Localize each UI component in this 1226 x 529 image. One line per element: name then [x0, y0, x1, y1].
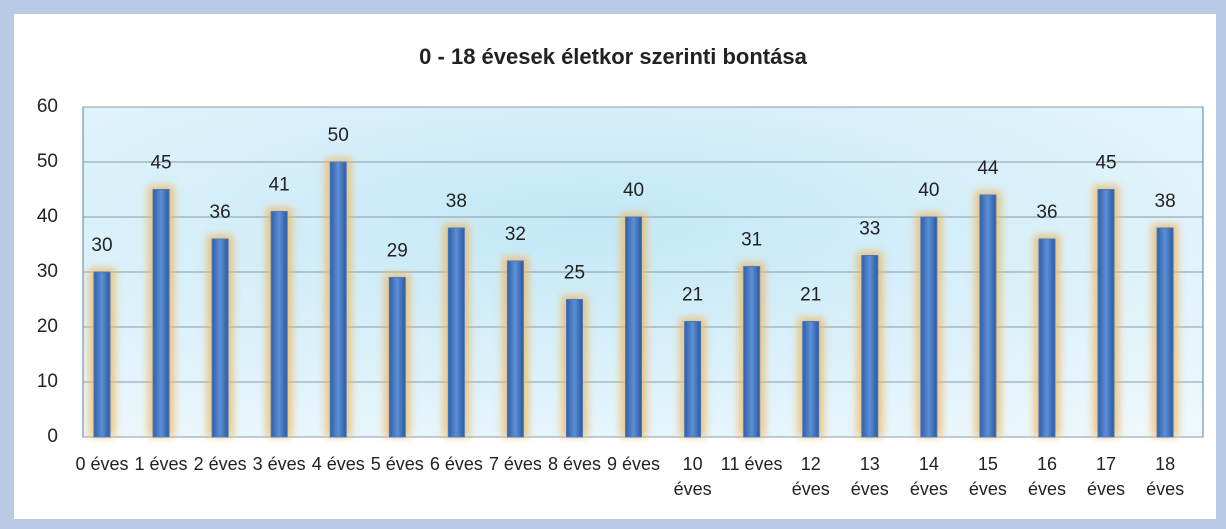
bar — [802, 321, 820, 438]
bar — [1097, 189, 1115, 438]
bar — [270, 211, 288, 438]
data-label: 36 — [210, 202, 231, 223]
data-label: 21 — [682, 285, 703, 306]
data-label: 29 — [387, 241, 408, 262]
x-tick-label: 6 éves — [429, 454, 483, 474]
bar — [861, 255, 879, 438]
x-tick-label: 2 éves — [193, 454, 247, 474]
x-tick-label: 17 éves — [1087, 454, 1126, 499]
x-tick-label: 7 éves — [488, 454, 542, 474]
x-tick-label: 9 éves — [607, 454, 661, 474]
x-tick-label: 3 éves — [252, 454, 306, 474]
bar — [447, 227, 465, 438]
data-label: 25 — [564, 263, 585, 284]
data-label: 45 — [1095, 153, 1116, 174]
x-tick-label: 4 éves — [311, 454, 365, 474]
data-label: 40 — [918, 180, 939, 201]
x-tick-label: 10 éves — [673, 454, 712, 499]
bar — [743, 266, 761, 438]
y-tick-label: 60 — [37, 96, 58, 117]
bar — [565, 299, 583, 438]
y-tick-label: 0 — [47, 426, 58, 447]
x-tick-label: 13 éves — [850, 454, 889, 499]
data-label: 32 — [505, 224, 526, 245]
data-label: 45 — [150, 153, 171, 174]
x-tick-label: 11 éves — [720, 454, 783, 474]
data-label: 36 — [1036, 202, 1057, 223]
data-label: 30 — [91, 235, 112, 256]
y-tick-label: 30 — [37, 261, 58, 282]
x-tick-label: 15 éves — [968, 454, 1007, 499]
x-tick-label: 1 éves — [134, 454, 188, 474]
bar — [684, 321, 702, 438]
data-label: 44 — [977, 158, 999, 179]
x-tick-label: 5 éves — [370, 454, 424, 474]
data-label: 31 — [741, 230, 762, 251]
bar — [920, 216, 938, 438]
bar — [1156, 227, 1174, 438]
x-tick-label: 12 éves — [791, 454, 830, 499]
y-tick-label: 20 — [37, 316, 58, 337]
data-label: 41 — [269, 175, 290, 196]
data-label: 50 — [328, 125, 349, 146]
y-tick-label: 10 — [37, 371, 58, 392]
x-tick-label: 0 éves — [75, 454, 129, 474]
x-tick-label: 18 éves — [1146, 454, 1185, 499]
data-label: 38 — [446, 191, 467, 212]
data-label: 38 — [1155, 191, 1176, 212]
bar — [152, 189, 170, 438]
y-tick-label: 40 — [37, 206, 58, 227]
bar — [93, 271, 111, 438]
bar — [979, 194, 997, 438]
bar — [506, 260, 524, 438]
x-tick-label: 8 éves — [547, 454, 601, 474]
x-tick-label: 16 éves — [1027, 454, 1066, 499]
data-label: 40 — [623, 180, 644, 201]
bar — [1038, 238, 1056, 438]
data-label: 33 — [859, 219, 880, 240]
bar — [211, 238, 229, 438]
chart-title: 0 - 18 évesek életkor szerinti bontása — [419, 44, 807, 69]
y-tick-label: 50 — [37, 151, 58, 172]
x-tick-label: 14 éves — [909, 454, 948, 499]
bar — [625, 216, 643, 438]
data-label: 21 — [800, 285, 821, 306]
bar — [388, 277, 406, 438]
bar — [329, 161, 347, 438]
